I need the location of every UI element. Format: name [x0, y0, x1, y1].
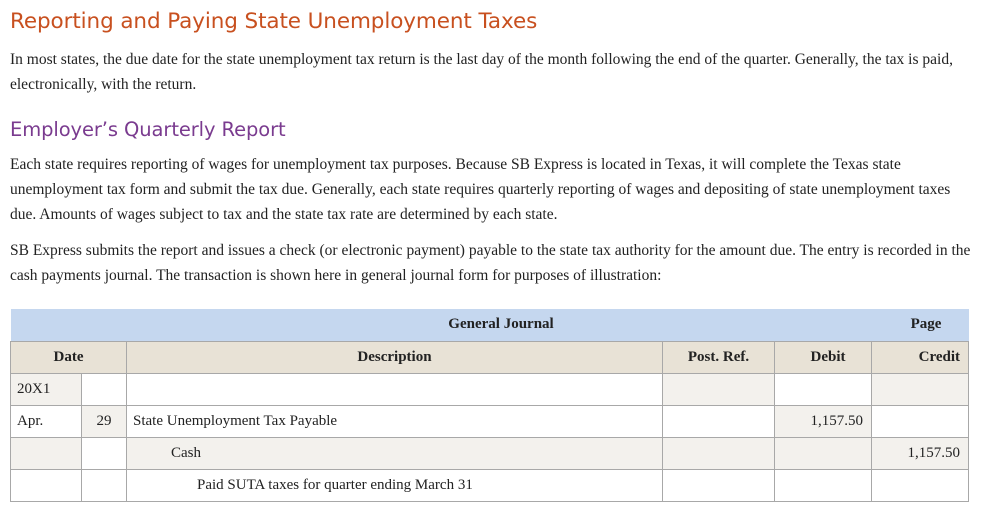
cell-month: Apr. [10, 404, 82, 438]
cell-day: 29 [81, 404, 127, 438]
intro-paragraph: In most states, the due date for the sta… [10, 51, 953, 93]
cell-description: Paid SUTA taxes for quarter ending March… [126, 468, 663, 502]
cell-credit [871, 372, 970, 406]
header-date: Date [10, 340, 127, 374]
cell-debit [773, 468, 873, 502]
journal-row: 20X1 [10, 372, 970, 406]
cell-description [126, 372, 663, 406]
journal-title: General Journal [10, 309, 872, 341]
cell-day [81, 468, 127, 502]
cell-post-ref [662, 372, 775, 406]
section-heading: Employer’s Quarterly Report [10, 118, 286, 141]
header-credit: Credit [871, 340, 970, 374]
cell-month [10, 468, 82, 502]
cell-post-ref [662, 468, 775, 502]
body-paragraph-2: SB Express submits the report and issues… [10, 242, 971, 284]
cell-month: 20X1 [10, 372, 82, 406]
cell-description: State Unemployment Tax Payable [126, 404, 663, 438]
cell-post-ref [662, 404, 775, 438]
cell-credit [871, 468, 970, 502]
cell-post-ref [662, 436, 775, 470]
journal-title-row: General Journal Page [10, 309, 969, 341]
cell-day [81, 436, 127, 470]
general-journal-table: General Journal Page Date Description Po… [10, 309, 970, 502]
cell-debit [773, 372, 873, 406]
cell-credit [871, 404, 970, 438]
journal-row: Cash 1,157.50 [10, 436, 970, 470]
body-paragraph-1: Each state requires reporting of wages f… [10, 156, 951, 223]
header-post-ref: Post. Ref. [662, 340, 775, 374]
journal-row: Paid SUTA taxes for quarter ending March… [10, 468, 970, 502]
header-debit: Debit [773, 340, 873, 374]
page-heading: Reporting and Paying State Unemployment … [10, 9, 538, 34]
journal-row: Apr. 29 State Unemployment Tax Payable 1… [10, 404, 970, 438]
journal-page-label: Page [871, 309, 969, 341]
cell-debit: 1,157.50 [773, 404, 873, 438]
cell-debit [773, 436, 873, 470]
header-description: Description [126, 340, 663, 374]
cell-month [10, 436, 82, 470]
cell-day [81, 372, 127, 406]
cell-credit: 1,157.50 [871, 436, 970, 470]
journal-header-row: Date Description Post. Ref. Debit Credit [10, 340, 970, 374]
cell-description: Cash [126, 436, 663, 470]
